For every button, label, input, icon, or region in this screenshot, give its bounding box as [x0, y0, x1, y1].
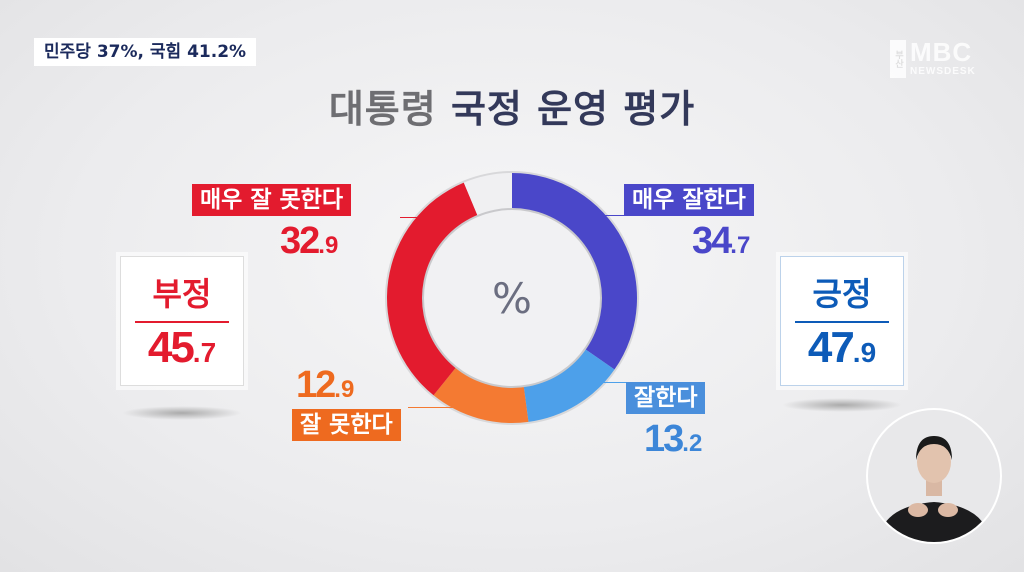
interpreter-figure: [878, 436, 990, 542]
sign-language-interpreter-video: [866, 408, 1002, 544]
box-shadow: [122, 406, 242, 420]
news-ticker: 민주당 37%, 국힘 41.2%: [34, 38, 257, 66]
positive-label: 긍정: [795, 269, 889, 323]
leader-line-very-bad: [400, 217, 428, 218]
value-bad: 12.9: [296, 364, 354, 411]
label-bad: 잘 못한다: [292, 409, 401, 441]
positive-summary-box: 긍정 47.9: [780, 256, 904, 386]
logo-sub: NEWSDESK: [910, 66, 976, 77]
slice-bad: [433, 367, 529, 423]
slice-remainder: [463, 173, 512, 216]
label-very-good: 매우 잘한다: [624, 184, 754, 216]
chart-title: 대통령 국정 운영 평가: [0, 78, 1024, 133]
center-label: %: [492, 274, 532, 323]
logo-brand: MBC: [910, 37, 973, 67]
value-dec: .7: [192, 337, 217, 368]
label-very-bad: 매우 잘 못한다: [192, 184, 351, 216]
value-good: 13.2: [644, 418, 702, 465]
donut-chart: %: [385, 171, 639, 425]
title-part1: 대통령: [328, 87, 437, 131]
value-int: 13: [644, 418, 684, 460]
slice-very-bad: [386, 182, 478, 396]
title-part2: 국정 운영 평가: [450, 87, 696, 131]
value-int: 34: [692, 220, 732, 262]
positive-value: 47.9: [781, 323, 903, 373]
value-dec: .9: [852, 337, 877, 368]
label-good: 잘한다: [626, 382, 706, 414]
value-int: 45: [147, 323, 195, 372]
negative-label: 부정: [135, 269, 229, 323]
value-dec: .9: [318, 232, 339, 259]
value-dec: .7: [730, 232, 751, 259]
value-int: 32: [280, 220, 320, 262]
value-int: 47: [807, 323, 855, 372]
leader-line-good: [600, 382, 630, 383]
value-very-good: 34.7: [692, 220, 750, 267]
leader-line-very-good: [600, 215, 626, 216]
value-very-bad: 32.9: [280, 220, 338, 267]
slice-good: [523, 348, 615, 422]
negative-summary-box: 부정 45.7: [120, 256, 244, 386]
box-shadow: [782, 398, 902, 412]
slice-very-good: [512, 173, 638, 370]
negative-value: 45.7: [121, 323, 243, 373]
logo-city: 부산: [890, 40, 906, 78]
value-int: 12: [296, 364, 336, 406]
leader-line-bad: [408, 407, 486, 408]
broadcaster-logo: 부산 MBC NEWSDESK: [890, 38, 990, 80]
value-dec: .9: [334, 376, 355, 403]
value-dec: .2: [682, 430, 703, 457]
